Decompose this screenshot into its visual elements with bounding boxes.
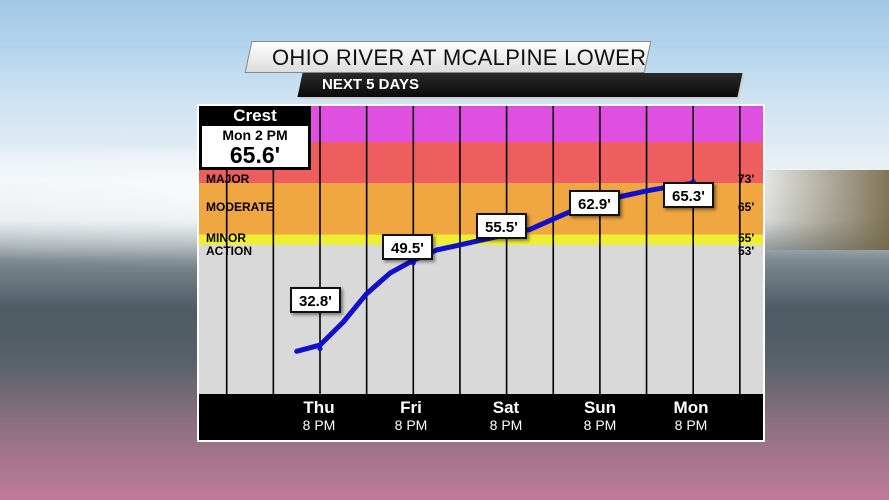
- threshold-label-moderate: 65': [738, 200, 755, 214]
- crest-label: Crest: [233, 106, 277, 125]
- x-tick-day: Mon: [673, 398, 709, 417]
- x-tick-time: 8 PM: [674, 417, 708, 433]
- crest-time: Mon 2 PM: [222, 127, 288, 143]
- crest-value: 65.6': [229, 142, 281, 168]
- threshold-label-minor: 55': [738, 231, 755, 245]
- data-label-fri: 49.5': [382, 234, 433, 260]
- x-tick-time: 8 PM: [489, 417, 523, 433]
- category-label-action: ACTION: [206, 244, 252, 258]
- x-tick-day: Sat: [492, 398, 520, 417]
- chart-subtitle: NEXT 5 DAYS: [322, 76, 419, 93]
- x-tick-day: Fri: [400, 398, 422, 417]
- crest-inner: Mon 2 PM 65.6': [202, 126, 308, 167]
- x-tick-time: 8 PM: [583, 417, 617, 433]
- x-tick-fri: Fri 8 PM: [366, 398, 456, 433]
- x-tick-time: 8 PM: [302, 417, 336, 433]
- threshold-label-action: 53': [738, 244, 755, 258]
- category-label-minor: MINOR: [206, 231, 246, 245]
- data-label-mon: 65.3': [663, 182, 714, 208]
- data-label-sun: 62.9': [569, 190, 620, 216]
- x-tick-thu: Thu 8 PM: [274, 398, 364, 433]
- background-shoreline: [749, 170, 889, 250]
- x-tick-mon: Mon 8 PM: [646, 398, 736, 433]
- x-tick-day: Thu: [303, 398, 335, 417]
- x-axis-band: [199, 394, 763, 440]
- threshold-label-major: 73': [738, 172, 755, 186]
- category-label-major: MAJOR: [206, 172, 250, 186]
- data-point-fri: [410, 260, 416, 266]
- x-tick-sun: Sun 8 PM: [555, 398, 645, 433]
- x-tick-sat: Sat 8 PM: [461, 398, 551, 433]
- data-point-thu: [317, 346, 323, 352]
- data-label-thu: 32.8': [290, 287, 341, 313]
- chart-title: OHIO RIVER AT MCALPINE LOWER: [272, 45, 647, 70]
- x-tick-time: 8 PM: [394, 417, 428, 433]
- data-label-sat: 55.5': [476, 213, 527, 239]
- x-tick-day: Sun: [583, 398, 617, 417]
- crest-box: Crest Mon 2 PM 65.6': [199, 106, 311, 170]
- category-label-moderate: MODERATE: [206, 200, 274, 214]
